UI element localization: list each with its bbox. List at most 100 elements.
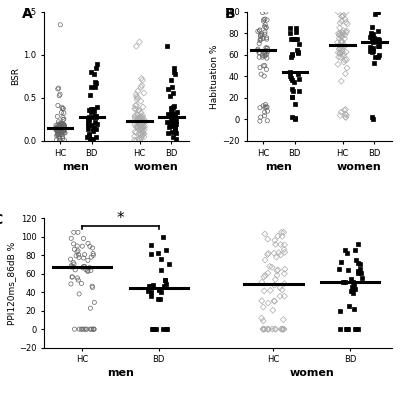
Point	[262, 50, 268, 56]
Point	[261, 113, 268, 119]
Point	[60, 126, 67, 133]
Point	[371, 37, 378, 43]
Point	[53, 127, 60, 134]
Point	[352, 256, 359, 263]
Point	[89, 283, 95, 289]
Point	[53, 122, 59, 128]
Point	[369, 49, 375, 55]
Point	[132, 116, 138, 122]
Point	[54, 86, 61, 92]
Point	[295, 75, 302, 82]
Point	[71, 246, 78, 252]
Point	[54, 124, 61, 130]
Point	[277, 293, 283, 299]
Point	[173, 118, 180, 124]
Point	[292, 24, 299, 31]
Point	[173, 121, 179, 128]
Point	[133, 94, 140, 100]
Point	[258, 298, 265, 304]
Point	[82, 252, 88, 258]
Point	[374, 9, 381, 15]
Point	[338, 31, 344, 38]
Point	[138, 84, 144, 90]
Point	[288, 51, 295, 57]
Point	[264, 45, 270, 52]
Point	[342, 114, 349, 120]
Text: men: men	[62, 162, 89, 172]
Point	[53, 124, 59, 131]
Point	[265, 300, 272, 306]
Point	[264, 17, 270, 23]
Point	[94, 103, 100, 110]
Point	[134, 117, 140, 124]
Point	[92, 119, 98, 126]
Point	[271, 282, 278, 288]
Point	[60, 117, 66, 123]
Point	[135, 94, 141, 101]
Point	[289, 85, 295, 92]
Point	[69, 274, 76, 280]
Point	[260, 18, 267, 24]
Point	[354, 260, 361, 266]
Point	[86, 130, 92, 137]
Point	[272, 326, 278, 332]
Point	[68, 281, 74, 287]
Point	[155, 295, 162, 302]
Point	[256, 49, 262, 56]
Point	[155, 250, 162, 256]
Point	[289, 93, 296, 100]
Point	[92, 80, 99, 86]
Point	[369, 31, 376, 37]
Point	[336, 32, 342, 39]
Point	[172, 71, 178, 77]
Point	[141, 134, 147, 140]
Point	[338, 109, 344, 115]
Point	[367, 47, 373, 54]
Point	[345, 326, 352, 332]
Point	[282, 249, 288, 256]
Point	[59, 129, 65, 135]
Point	[263, 45, 269, 51]
Point	[55, 118, 62, 125]
Point	[281, 242, 288, 248]
Point	[337, 112, 343, 118]
Point	[90, 106, 96, 113]
Point	[166, 124, 172, 130]
Point	[132, 114, 138, 120]
Point	[344, 266, 351, 273]
Point	[169, 115, 175, 121]
Point	[85, 240, 91, 246]
Point	[260, 35, 266, 41]
Point	[264, 108, 271, 114]
Point	[292, 115, 298, 122]
Point	[132, 121, 138, 128]
Point	[337, 308, 343, 314]
Point	[257, 64, 263, 71]
Point	[275, 267, 281, 273]
Point	[262, 231, 268, 237]
Point	[272, 237, 278, 244]
Point	[72, 267, 78, 273]
Point	[278, 229, 285, 235]
Point	[262, 62, 268, 69]
Point	[59, 130, 65, 136]
Point	[138, 75, 145, 81]
Point	[262, 29, 268, 35]
Point	[91, 71, 97, 77]
Point	[82, 263, 88, 270]
Point	[135, 88, 141, 94]
Point	[55, 121, 61, 128]
Point	[352, 286, 358, 292]
Point	[57, 123, 64, 130]
Point	[170, 103, 176, 110]
Point	[148, 293, 154, 299]
Point	[258, 315, 265, 322]
Point	[281, 280, 288, 287]
Point	[375, 9, 381, 15]
Point	[372, 11, 378, 17]
Point	[153, 326, 159, 332]
Point	[136, 107, 142, 113]
Point	[134, 112, 141, 118]
Point	[335, 49, 342, 56]
Point	[370, 45, 376, 51]
